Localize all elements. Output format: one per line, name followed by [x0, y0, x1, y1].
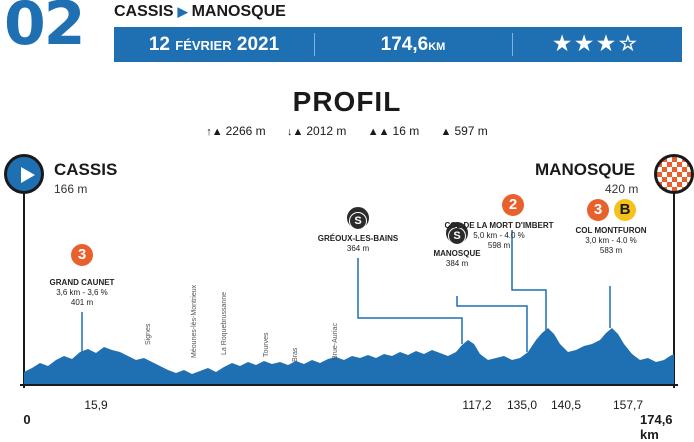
date-day: 12: [148, 34, 170, 55]
stage-date: 12 FÉVRIER 2021: [114, 27, 314, 62]
sprint-badge-icon: S: [347, 207, 369, 230]
pointer-line: [511, 230, 547, 330]
climb-alt: 401 m: [70, 298, 94, 307]
stage-info-bar: 12 FÉVRIER 2021 174,6KM ★★★☆: [114, 27, 682, 62]
profile-stats: ↑▲ 2266 m ↓▲ 2012 m ▲▲ 16 m ▲ 597 m: [0, 124, 694, 138]
cat3-badge-icon: 3: [71, 244, 93, 266]
min-altitude-icon: ▲▲: [367, 126, 390, 138]
km-label-end: 174,6 km: [640, 412, 673, 442]
stage-number: 02: [4, 0, 85, 59]
start-altitude: 166 m: [54, 182, 88, 196]
climb-mort-d-imbert: COL DE LA MORT D'IMBERT 5,0 km - 4.0 % 5…: [444, 221, 553, 251]
town-label: Méounes-lès-Montrieux: [191, 284, 198, 358]
climb-alt: 583 m: [599, 246, 623, 255]
stat-value: 16 m: [392, 124, 420, 138]
distance-value: 174,6: [380, 34, 429, 55]
elevation-gain-icon: ↑▲: [206, 126, 223, 138]
km-label: 15,9: [84, 398, 108, 412]
route-finish: MANOSQUE: [191, 3, 286, 20]
climb-grand-caunet: GRAND CAUNET 3,6 km - 3,6 % 401 m: [50, 278, 115, 308]
stat-value: 2012 m: [306, 124, 347, 138]
route-start: CASSIS: [114, 3, 174, 20]
town-label: Tourves: [263, 332, 270, 357]
stage-distance: 174,6KM: [314, 27, 512, 62]
stat-value: 597 m: [454, 124, 488, 138]
divider: [512, 33, 513, 56]
climb-alt: 364 m: [346, 244, 370, 253]
route-title: CASSIS ▶ MANOSQUE: [114, 3, 286, 21]
stat-elevation-loss: ↓▲ 2012 m: [287, 124, 346, 138]
climb-name: MANOSQUE: [433, 249, 481, 258]
profile-chart: Signes Méounes-lès-Montrieux La Roquebru…: [20, 192, 678, 388]
sprint-manosque: MANOSQUE 384 m: [433, 249, 480, 269]
sprint-badge-icon: S: [446, 222, 468, 245]
climb-alt: 598 m: [487, 241, 511, 250]
km-label: 157,7: [612, 398, 644, 412]
stat-max-altitude: ▲ 597 m: [441, 124, 488, 138]
cat2-badge-icon: 2: [502, 194, 524, 216]
town-label: La Roquebrussanne: [221, 292, 228, 355]
climb-montfuron: COL MONTFURON 3,0 km - 4.0 % 583 m: [576, 226, 647, 256]
difficulty-stars: ★★★☆: [553, 33, 641, 55]
sprint-greoux: GRÉOUX-LES-BAINS 364 m: [318, 234, 398, 254]
climb-name: COL MONTFURON: [575, 226, 647, 235]
start-city: CASSIS: [54, 160, 118, 179]
start-flag-icon: [4, 154, 44, 194]
climb-detail: 3,0 km - 4.0 %: [585, 236, 637, 245]
town-label: Brue-Auriac: [332, 323, 339, 360]
stat-min-altitude: ▲▲ 16 m: [368, 124, 419, 138]
stat-value: 2266 m: [225, 124, 266, 138]
climb-detail: 5,0 km - 4.0 %: [473, 231, 525, 240]
finish-flag-icon: [654, 154, 694, 194]
date-month: FÉVRIER: [175, 38, 232, 53]
divider: [314, 33, 315, 56]
pointer-line: [456, 296, 528, 352]
climb-name: GRÉOUX-LES-BAINS: [317, 234, 399, 243]
elevation-loss-icon: ↓▲: [286, 126, 304, 138]
town-label: Bras: [292, 347, 299, 362]
date-year: 2021: [236, 34, 280, 55]
km-label: 0: [23, 412, 31, 427]
cat3-badge-icon: 3: [587, 199, 609, 221]
km-label: 135,0: [506, 398, 538, 412]
finish-altitude: 420 m: [605, 182, 639, 196]
max-altitude-icon: ▲: [440, 126, 452, 138]
climb-alt: 384 m: [445, 259, 469, 268]
km-label: 117,2: [462, 398, 492, 412]
profile-title: PROFIL: [292, 86, 402, 117]
climb-name: COL DE LA MORT D'IMBERT: [444, 221, 554, 230]
elevation-profile: [24, 328, 674, 384]
sprint-letter: S: [349, 212, 367, 230]
town-label: Signes: [145, 323, 152, 345]
climb-name: GRAND CAUNET: [49, 278, 115, 287]
route-arrow-icon: ▶: [177, 4, 188, 19]
finish-city: MANOSQUE: [535, 160, 636, 179]
km-label: 140,5: [550, 398, 582, 412]
bonus-badge-icon: B: [614, 199, 636, 221]
sprint-letter: S: [448, 227, 466, 245]
stat-elevation-gain: ↑▲ 2266 m: [206, 124, 265, 138]
climb-detail: 3,6 km - 3,6 %: [56, 288, 108, 297]
pointer-line: [357, 258, 463, 344]
distance-unit: KM: [428, 41, 446, 53]
